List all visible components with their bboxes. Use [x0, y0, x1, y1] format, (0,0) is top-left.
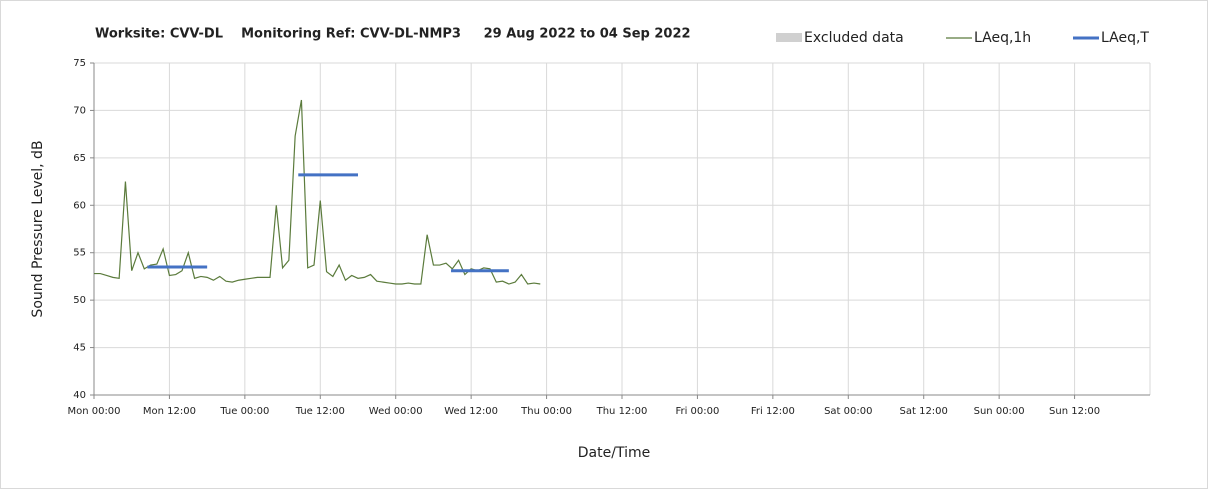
y-tick-label: 70	[73, 105, 86, 116]
x-tick-label: Wed 12:00	[444, 406, 498, 417]
x-tick-label: Sun 00:00	[974, 406, 1025, 417]
x-tick-label: Fri 12:00	[751, 406, 795, 417]
x-tick-label: Wed 00:00	[369, 406, 423, 417]
x-tick-label: Thu 00:00	[520, 406, 572, 417]
y-tick-label: 60	[73, 200, 86, 211]
x-tick-label: Sat 12:00	[900, 406, 948, 417]
legend-swatch	[776, 33, 802, 42]
x-tick-label: Tue 12:00	[295, 406, 345, 417]
y-tick-label: 45	[73, 343, 86, 354]
y-tick-label: 65	[73, 153, 86, 164]
legend-label: LAeq,1h	[974, 30, 1031, 46]
x-tick-label: Thu 12:00	[596, 406, 648, 417]
series-line	[94, 99, 541, 285]
y-tick-label: 50	[73, 295, 86, 306]
y-tick-label: 55	[73, 248, 86, 259]
y-axis-label: Sound Pressure Level, dB	[30, 140, 46, 317]
legend-label: Excluded data	[804, 30, 904, 46]
y-tick-label: 40	[73, 390, 86, 401]
x-tick-label: Fri 00:00	[675, 406, 719, 417]
y-tick-label: 75	[73, 58, 86, 69]
legend-label: LAeq,T	[1101, 30, 1149, 46]
x-tick-label: Sat 00:00	[824, 406, 872, 417]
x-tick-label: Tue 00:00	[219, 406, 269, 417]
x-tick-label: Mon 00:00	[67, 406, 120, 417]
x-tick-label: Mon 12:00	[143, 406, 196, 417]
x-tick-label: Sun 12:00	[1049, 406, 1100, 417]
x-axis-label: Date/Time	[578, 445, 650, 461]
chart-title: Worksite: CVV-DL Monitoring Ref: CVV-DL-…	[95, 27, 691, 42]
